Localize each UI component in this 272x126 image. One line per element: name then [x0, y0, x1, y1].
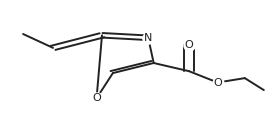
Text: N: N	[144, 33, 152, 43]
Text: O: O	[213, 77, 222, 88]
Text: O: O	[92, 93, 101, 103]
Text: O: O	[185, 40, 193, 50]
